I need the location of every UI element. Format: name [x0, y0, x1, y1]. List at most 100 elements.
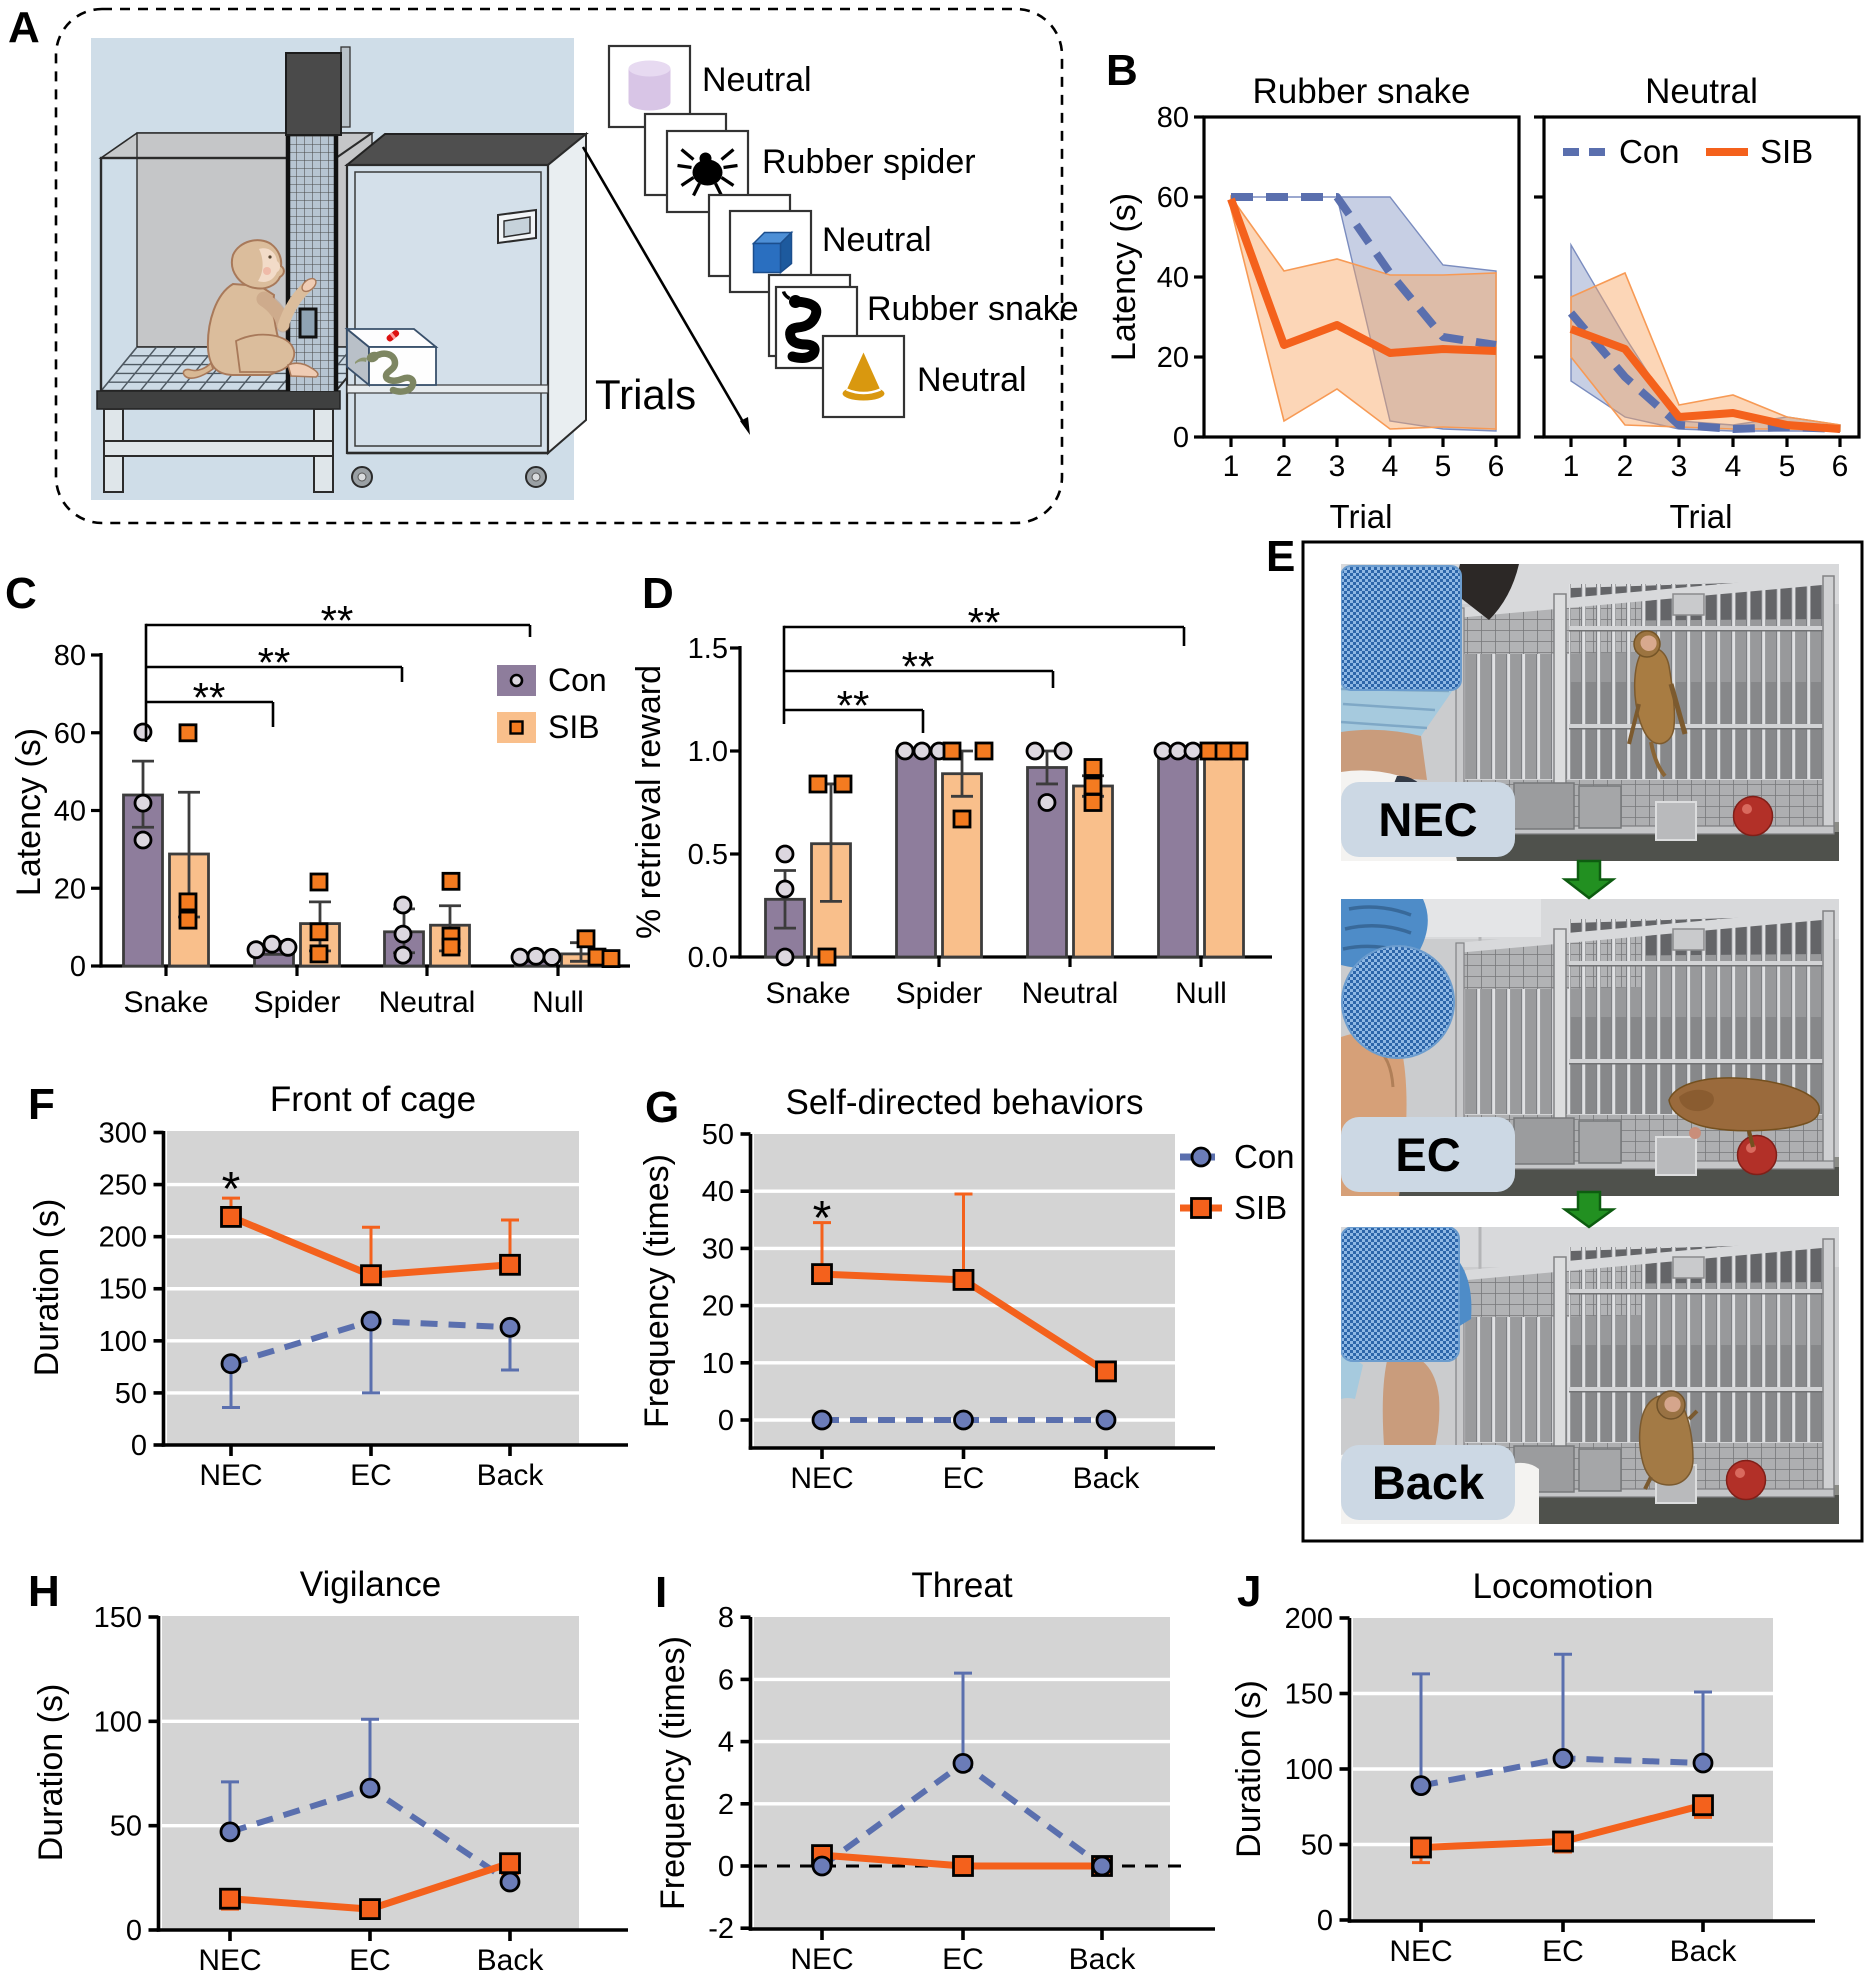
svg-text:Neutral: Neutral [917, 361, 1027, 399]
svg-text:Neutral: Neutral [1645, 72, 1758, 111]
svg-text:6: 6 [1488, 450, 1505, 483]
svg-text:A: A [8, 3, 40, 52]
svg-text:20: 20 [54, 873, 86, 905]
svg-text:6: 6 [1832, 450, 1849, 483]
svg-text:Trials: Trials [595, 371, 696, 418]
svg-text:I: I [655, 1568, 667, 1617]
svg-text:50: 50 [1301, 1830, 1333, 1862]
svg-text:0: 0 [70, 951, 86, 983]
svg-text:D: D [642, 569, 674, 618]
svg-text:Back: Back [1372, 1456, 1485, 1509]
svg-text:Con: Con [1234, 1138, 1295, 1175]
svg-text:Null: Null [532, 986, 584, 1019]
svg-text:Null: Null [1175, 977, 1227, 1010]
svg-text:0.5: 0.5 [688, 839, 728, 871]
svg-text:0.0: 0.0 [688, 942, 728, 974]
svg-text:F: F [28, 1080, 55, 1129]
svg-text:0: 0 [131, 1430, 147, 1462]
svg-text:3: 3 [1329, 450, 1346, 483]
svg-text:1: 1 [1223, 450, 1240, 483]
svg-text:Latency (s): Latency (s) [1105, 193, 1143, 361]
svg-text:B: B [1106, 46, 1138, 95]
svg-text:150: 150 [99, 1274, 147, 1306]
svg-text:-2: -2 [708, 1913, 734, 1945]
svg-text:Neutral: Neutral [1022, 977, 1119, 1010]
svg-text:40: 40 [54, 796, 86, 828]
svg-text:10: 10 [702, 1348, 734, 1380]
svg-text:5: 5 [1779, 450, 1796, 483]
svg-text:Threat: Threat [911, 1566, 1012, 1605]
svg-text:Back: Back [1069, 1943, 1137, 1972]
svg-text:250: 250 [99, 1170, 147, 1202]
svg-text:J: J [1237, 1567, 1261, 1616]
svg-text:C: C [5, 569, 37, 618]
svg-text:1: 1 [1563, 450, 1580, 483]
svg-text:SIB: SIB [1760, 133, 1813, 170]
svg-text:Spider: Spider [896, 977, 983, 1010]
svg-text:Snake: Snake [765, 977, 850, 1010]
svg-text:Frequency (times): Frequency (times) [654, 1636, 692, 1910]
svg-text:0: 0 [1173, 422, 1189, 454]
svg-text:H: H [28, 1567, 60, 1616]
svg-text:20: 20 [702, 1291, 734, 1323]
svg-text:Vigilance: Vigilance [300, 1565, 441, 1604]
svg-text:G: G [645, 1083, 679, 1132]
svg-text:NEC: NEC [199, 1459, 262, 1492]
svg-text:Duration (s): Duration (s) [32, 1684, 70, 1862]
svg-text:3: 3 [1671, 450, 1688, 483]
svg-text:6: 6 [718, 1664, 734, 1696]
svg-text:300: 300 [99, 1117, 147, 1149]
svg-text:0: 0 [126, 1915, 142, 1947]
svg-text:60: 60 [54, 718, 86, 750]
svg-text:NEC: NEC [790, 1943, 853, 1972]
svg-text:% retrieval reward: % retrieval reward [630, 665, 668, 939]
svg-text:40: 40 [1157, 262, 1189, 294]
svg-text:4: 4 [1725, 450, 1742, 483]
svg-text:E: E [1266, 532, 1295, 581]
svg-text:Duration (s): Duration (s) [28, 1199, 66, 1377]
svg-text:200: 200 [99, 1222, 147, 1254]
svg-text:*: * [222, 1163, 241, 1216]
svg-text:NEC: NEC [1378, 793, 1477, 846]
svg-text:EC: EC [350, 1459, 392, 1492]
svg-text:80: 80 [54, 640, 86, 672]
svg-text:EC: EC [942, 1943, 984, 1972]
svg-text:5: 5 [1435, 450, 1452, 483]
svg-text:60: 60 [1157, 182, 1189, 214]
svg-text:NEC: NEC [198, 1944, 261, 1972]
svg-text:Trial: Trial [1330, 498, 1393, 535]
svg-text:2: 2 [1276, 450, 1293, 483]
svg-text:EC: EC [1395, 1128, 1460, 1181]
svg-text:200: 200 [1285, 1603, 1333, 1635]
svg-text:Neutral: Neutral [379, 986, 476, 1019]
svg-text:150: 150 [1285, 1679, 1333, 1711]
svg-text:1.0: 1.0 [688, 736, 728, 768]
svg-text:0: 0 [718, 1405, 734, 1437]
svg-text:Con: Con [548, 662, 607, 698]
svg-text:Rubber snake: Rubber snake [867, 290, 1079, 328]
svg-text:**: ** [193, 674, 226, 721]
svg-text:4: 4 [718, 1727, 734, 1759]
svg-text:30: 30 [702, 1233, 734, 1265]
svg-text:50: 50 [115, 1378, 147, 1410]
svg-text:Con: Con [1619, 133, 1680, 170]
svg-text:Rubber spider: Rubber spider [762, 143, 976, 181]
svg-text:150: 150 [94, 1602, 142, 1634]
svg-text:100: 100 [94, 1706, 142, 1738]
svg-text:SIB: SIB [1234, 1189, 1287, 1226]
svg-text:20: 20 [1157, 342, 1189, 374]
svg-text:**: ** [321, 597, 354, 644]
svg-text:0: 0 [718, 1851, 734, 1883]
svg-text:Back: Back [477, 1944, 545, 1972]
svg-text:100: 100 [1285, 1754, 1333, 1786]
svg-text:80: 80 [1157, 102, 1189, 134]
svg-text:**: ** [837, 682, 870, 729]
svg-text:**: ** [968, 599, 1001, 646]
svg-text:Rubber snake: Rubber snake [1253, 72, 1471, 111]
svg-text:1.5: 1.5 [688, 633, 728, 665]
svg-text:EC: EC [943, 1462, 985, 1495]
svg-text:*: * [813, 1192, 832, 1245]
svg-text:2: 2 [718, 1789, 734, 1821]
svg-text:Back: Back [1670, 1935, 1738, 1968]
svg-text:**: ** [258, 639, 291, 686]
